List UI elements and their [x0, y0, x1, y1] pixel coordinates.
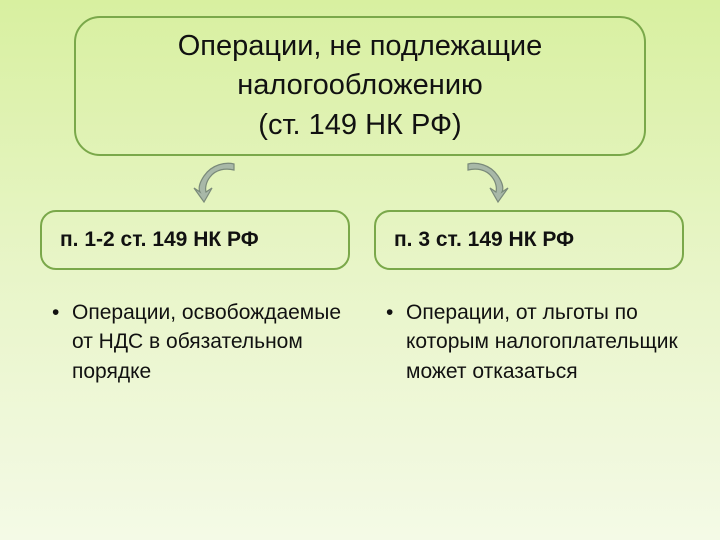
description-left: Операции, освобождаемые от НДС в обязате…: [40, 298, 350, 386]
subheading-right-text: п. 3 ст. 149 НК РФ: [394, 228, 574, 252]
subheading-box-left: п. 1-2 ст. 149 НК РФ: [40, 210, 350, 270]
bullet-item-right: Операции, от льготы по которым налогопла…: [374, 298, 684, 386]
description-right: Операции, от льготы по которым налогопла…: [374, 298, 684, 386]
curved-arrow-left-icon: [190, 158, 246, 204]
subheading-left-text: п. 1-2 ст. 149 НК РФ: [60, 228, 259, 252]
bullet-list-left: Операции, освобождаемые от НДС в обязате…: [40, 298, 350, 386]
title-box: Операции, не подлежащие налогообложению …: [74, 16, 646, 156]
title-text: Операции, не подлежащие налогообложению …: [108, 27, 612, 144]
subheading-box-right: п. 3 ст. 149 НК РФ: [374, 210, 684, 270]
bullet-item-left: Операции, освобождаемые от НДС в обязате…: [40, 298, 350, 386]
bullet-list-right: Операции, от льготы по которым налогопла…: [374, 298, 684, 386]
curved-arrow-right-icon: [456, 158, 512, 204]
